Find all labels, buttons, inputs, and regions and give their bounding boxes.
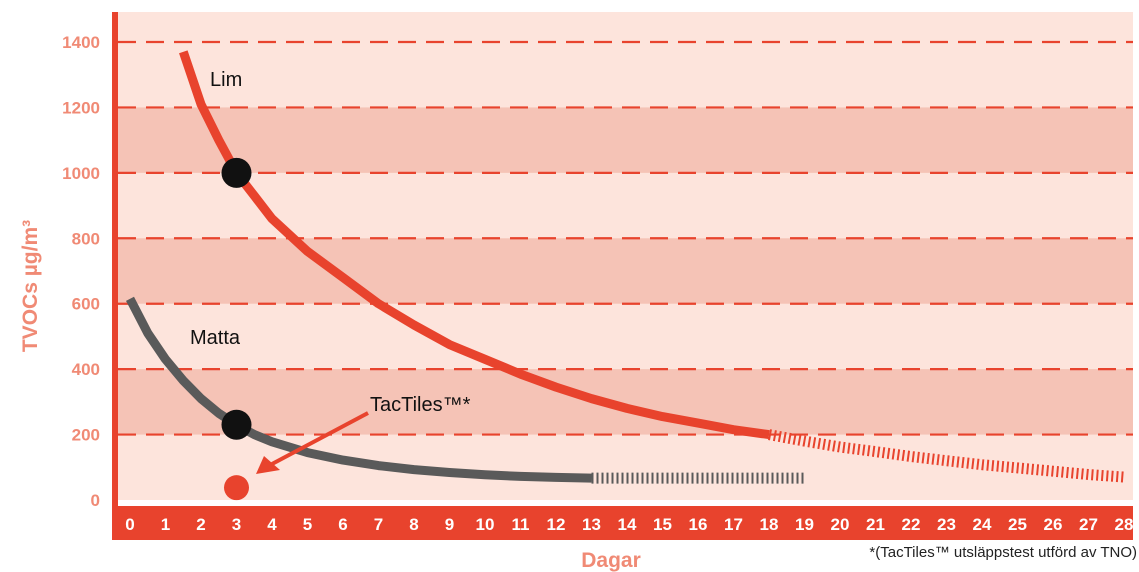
x-tick-27: 27 bbox=[1079, 515, 1098, 534]
series-projection-0 bbox=[768, 429, 1125, 483]
series-markers bbox=[221, 157, 252, 501]
y-axis-bar bbox=[112, 12, 118, 540]
x-tick-20: 20 bbox=[831, 515, 850, 534]
x-tick-labels: 0 1 2 3 4 5 6 7 8 9 10 11 12 13 14 15 16 17 18 19 20 21 22 23 24… bbox=[125, 515, 1133, 534]
tactiles-arrow-head bbox=[256, 456, 280, 474]
y-tick-1200: 1200 bbox=[62, 98, 100, 117]
x-tick-9: 9 bbox=[445, 515, 454, 534]
x-tick-25: 25 bbox=[1008, 515, 1027, 534]
x-tick-15: 15 bbox=[653, 515, 672, 534]
x-tick-24: 24 bbox=[973, 515, 992, 534]
x-tick-2: 2 bbox=[196, 515, 205, 534]
x-tick-13: 13 bbox=[582, 515, 601, 534]
x-tick-23: 23 bbox=[937, 515, 956, 534]
x-tick-14: 14 bbox=[618, 515, 637, 534]
x-tick-21: 21 bbox=[866, 515, 885, 534]
footnote: *(TacTiles™ utsläppstest utförd av TNO) bbox=[869, 544, 1137, 561]
x-tick-18: 18 bbox=[760, 515, 779, 534]
x-tick-11: 11 bbox=[512, 515, 530, 534]
background-band-1 bbox=[118, 238, 1133, 304]
y-tick-400: 400 bbox=[72, 360, 100, 379]
x-tick-8: 8 bbox=[409, 515, 418, 534]
series-label-lim: Lim bbox=[210, 69, 242, 91]
x-axis-label: Dagar bbox=[581, 549, 641, 572]
background-band-2 bbox=[118, 107, 1133, 173]
y-tick-1400: 1400 bbox=[62, 33, 100, 52]
y-axis-label: TVOCs µg/m³ bbox=[19, 220, 42, 352]
x-tick-19: 19 bbox=[795, 515, 814, 534]
series-marker-0 bbox=[221, 157, 252, 188]
series-label-matta: Matta bbox=[190, 327, 241, 349]
background-band-0 bbox=[118, 369, 1133, 435]
y-tick-1000: 1000 bbox=[62, 164, 100, 183]
series-label-tactiles: TacTiles™* bbox=[370, 394, 471, 416]
x-tick-7: 7 bbox=[374, 515, 383, 534]
x-tick-17: 17 bbox=[724, 515, 743, 534]
y-tick-800: 800 bbox=[72, 229, 100, 248]
x-tick-5: 5 bbox=[303, 515, 312, 534]
series-marker-1 bbox=[221, 409, 252, 440]
x-tick-3: 3 bbox=[232, 515, 241, 534]
background-bands bbox=[118, 12, 1133, 500]
x-tick-1: 1 bbox=[161, 515, 170, 534]
x-tick-22: 22 bbox=[902, 515, 921, 534]
x-tick-12: 12 bbox=[547, 515, 566, 534]
y-tick-600: 600 bbox=[72, 295, 100, 314]
x-tick-6: 6 bbox=[338, 515, 347, 534]
series-line-1 bbox=[126, 296, 592, 483]
x-tick-28: 28 bbox=[1115, 515, 1134, 534]
x-tick-4: 4 bbox=[267, 515, 277, 534]
tactiles-point bbox=[224, 475, 249, 501]
y-tick-0: 0 bbox=[91, 491, 100, 510]
x-tick-26: 26 bbox=[1044, 515, 1063, 534]
y-tick-200: 200 bbox=[72, 426, 100, 445]
x-axis-bar bbox=[112, 506, 1133, 540]
x-tick-10: 10 bbox=[476, 515, 495, 534]
tactiles-arrow bbox=[271, 411, 369, 466]
x-tick-16: 16 bbox=[689, 515, 708, 534]
x-tick-0: 0 bbox=[125, 515, 134, 534]
y-tick-labels: 0 200 400 600 800 1000 1200 1400 bbox=[62, 33, 100, 510]
